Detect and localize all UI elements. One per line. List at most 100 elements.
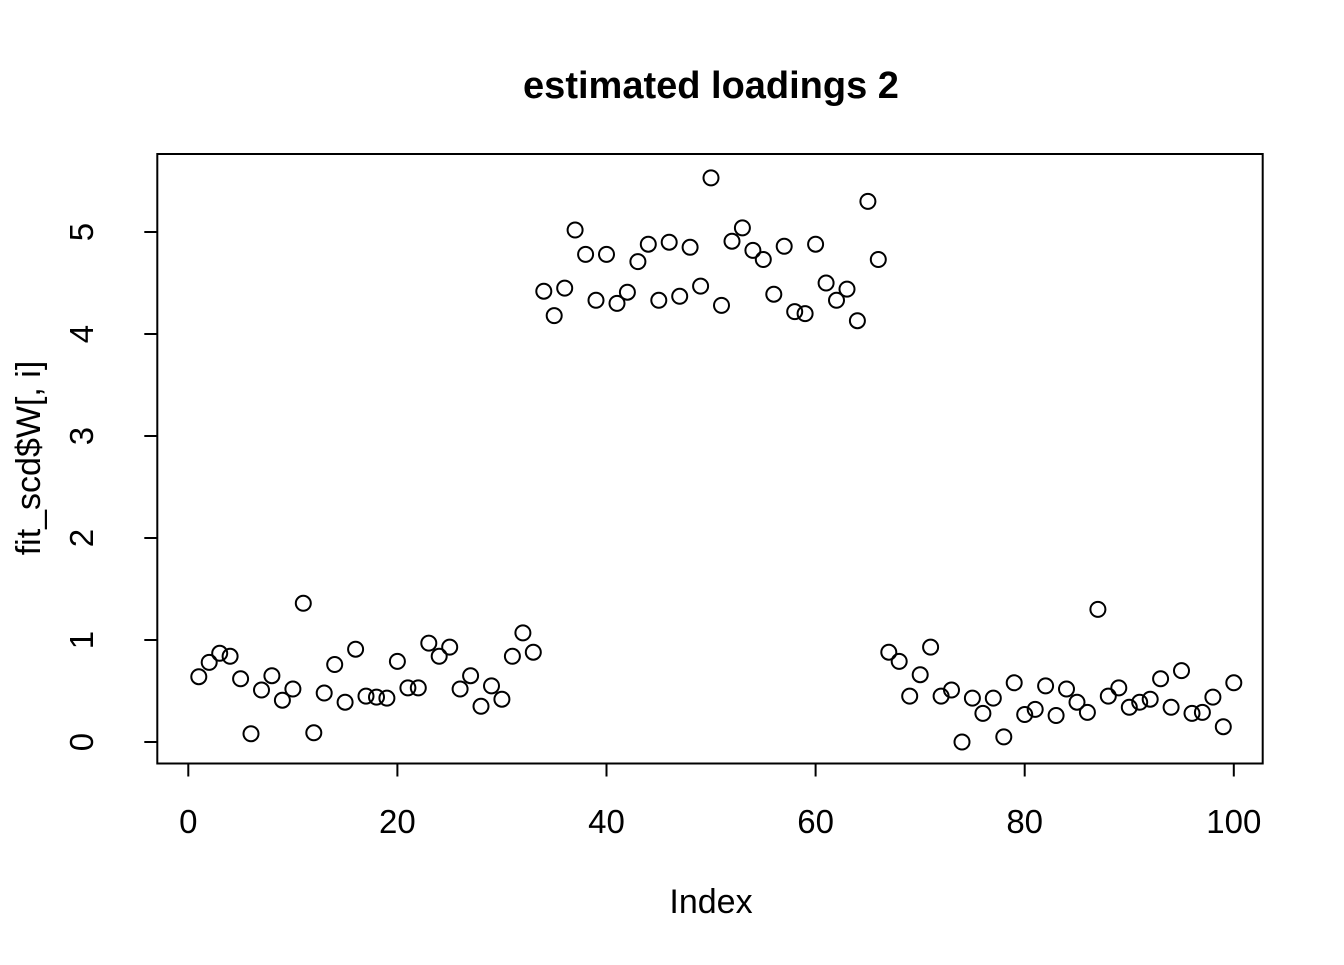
- data-point: [1131, 693, 1149, 711]
- data-point: [807, 235, 825, 253]
- data-point: [221, 647, 239, 665]
- data-point: [451, 680, 469, 698]
- data-point: [577, 245, 595, 263]
- data-point: [368, 688, 385, 706]
- data-point: [1089, 600, 1107, 618]
- data-point: [1026, 700, 1044, 718]
- data-point: [953, 733, 971, 751]
- data-point: [294, 594, 312, 612]
- data-point: [1068, 693, 1086, 711]
- data-point: [483, 677, 500, 695]
- data-point: [598, 245, 615, 263]
- chart-title: estimated loadings 2: [523, 65, 899, 107]
- data-point: [1058, 680, 1075, 698]
- data-point: [263, 667, 281, 685]
- data-point: [1120, 698, 1138, 716]
- data-point: [744, 241, 762, 259]
- y-tick-label: 5: [63, 223, 100, 241]
- y-axis: 0 1 2 3 4 5: [63, 223, 158, 751]
- data-point: [1110, 679, 1128, 697]
- data-point: [650, 291, 668, 309]
- data-point: [775, 237, 793, 255]
- data-point: [378, 689, 396, 707]
- data-point: [848, 312, 866, 330]
- data-point: [305, 724, 323, 742]
- x-tick-label: 100: [1206, 803, 1261, 840]
- data-point: [828, 291, 845, 309]
- data-point: [880, 643, 898, 661]
- data-point: [869, 251, 887, 268]
- data-point: [733, 219, 751, 237]
- data-point: [514, 624, 532, 642]
- data-point: [629, 253, 647, 271]
- data-point: [587, 291, 605, 309]
- data-point: [420, 634, 438, 652]
- data-point: [943, 681, 960, 699]
- data-point: [618, 283, 636, 301]
- data-point: [692, 277, 710, 295]
- data-point: [336, 693, 354, 711]
- data-point: [1204, 688, 1222, 706]
- data-point: [357, 687, 375, 705]
- y-tick-label: 1: [63, 631, 100, 649]
- data-point: [200, 653, 218, 671]
- x-axis-label: Index: [669, 883, 752, 921]
- data-point: [901, 687, 919, 705]
- data-point: [273, 691, 291, 709]
- data-point: [974, 704, 992, 722]
- data-point: [1099, 687, 1117, 705]
- data-point: [1225, 674, 1243, 692]
- x-tick-label: 40: [588, 803, 625, 840]
- data-point: [608, 294, 626, 312]
- y-tick-label: 0: [63, 733, 100, 751]
- data-point: [639, 235, 657, 253]
- data-point: [472, 697, 490, 715]
- data-point: [681, 238, 699, 256]
- data-point: [556, 279, 574, 297]
- data-point: [713, 296, 730, 314]
- data-point: [817, 274, 835, 292]
- y-axis-label: fit_scd$W[, i]: [10, 361, 48, 556]
- data-point: [566, 221, 584, 239]
- data-point: [524, 643, 542, 661]
- y-tick-label: 3: [63, 427, 100, 445]
- data-point: [671, 287, 689, 305]
- data-point: [388, 652, 406, 670]
- x-tick-label: 60: [797, 803, 834, 840]
- data-point: [503, 647, 521, 665]
- x-tick-label: 80: [1006, 803, 1043, 840]
- data-point: [890, 652, 908, 670]
- data-point: [462, 667, 480, 685]
- x-tick-label: 20: [379, 803, 416, 840]
- data-point: [1141, 690, 1159, 708]
- data-point: [1037, 677, 1055, 695]
- data-point: [984, 689, 1002, 707]
- data-point: [1193, 703, 1211, 721]
- data-point: [963, 689, 981, 707]
- data-point: [430, 647, 448, 665]
- data-point: [284, 680, 302, 698]
- data-point: [796, 305, 814, 323]
- data-point: [347, 640, 365, 658]
- data-point: [1047, 707, 1065, 724]
- data-point: [535, 282, 553, 300]
- data-point: [754, 251, 772, 268]
- y-tick-label: 4: [63, 325, 100, 343]
- data-point: [1183, 704, 1201, 722]
- data-point: [232, 670, 250, 688]
- data-point: [1173, 662, 1190, 680]
- data-point: [253, 681, 270, 699]
- x-tick-label: 0: [179, 803, 197, 840]
- data-point: [786, 303, 804, 321]
- data-point: [922, 638, 940, 656]
- data-point: [545, 307, 563, 325]
- data-point: [399, 679, 417, 697]
- data-points-group: [190, 169, 1243, 751]
- data-point: [315, 684, 333, 702]
- data-point: [441, 638, 459, 656]
- data-point: [190, 668, 208, 686]
- plot-border: [156, 153, 1264, 765]
- data-point: [765, 285, 783, 303]
